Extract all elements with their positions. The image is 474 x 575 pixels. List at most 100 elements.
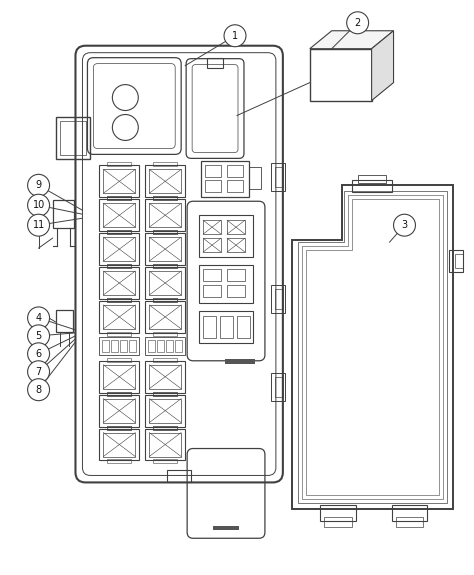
- Bar: [275, 289, 283, 309]
- Bar: [145, 233, 185, 265]
- Bar: [153, 426, 177, 430]
- Bar: [145, 166, 185, 197]
- Circle shape: [112, 85, 138, 110]
- Bar: [227, 220, 245, 234]
- Bar: [199, 215, 253, 257]
- Text: 9: 9: [36, 181, 42, 190]
- Bar: [324, 518, 352, 527]
- Bar: [108, 298, 131, 302]
- Circle shape: [27, 361, 50, 383]
- Bar: [103, 170, 135, 193]
- Text: 1: 1: [232, 30, 238, 41]
- Bar: [100, 200, 139, 231]
- Bar: [153, 332, 177, 336]
- Bar: [153, 162, 177, 166]
- Bar: [149, 237, 181, 261]
- Bar: [145, 394, 185, 427]
- Bar: [149, 432, 181, 457]
- Circle shape: [27, 307, 50, 329]
- Text: 5: 5: [36, 331, 42, 341]
- Bar: [153, 358, 177, 362]
- Bar: [100, 394, 139, 427]
- Bar: [203, 238, 221, 252]
- Circle shape: [224, 25, 246, 47]
- Bar: [103, 398, 135, 423]
- Bar: [108, 426, 131, 430]
- Circle shape: [27, 194, 50, 216]
- Bar: [237, 316, 250, 338]
- Bar: [145, 267, 185, 299]
- Polygon shape: [310, 30, 393, 49]
- Bar: [205, 166, 221, 177]
- Bar: [100, 233, 139, 265]
- Bar: [271, 285, 285, 313]
- Bar: [157, 340, 164, 352]
- Bar: [100, 301, 139, 333]
- Bar: [148, 340, 155, 352]
- Bar: [153, 230, 177, 234]
- Circle shape: [27, 214, 50, 236]
- Bar: [108, 196, 131, 200]
- Bar: [153, 298, 177, 302]
- Bar: [145, 337, 185, 355]
- Bar: [100, 361, 139, 393]
- Bar: [149, 305, 181, 329]
- Bar: [103, 271, 135, 295]
- Bar: [207, 58, 223, 68]
- Bar: [149, 365, 181, 389]
- Bar: [275, 167, 283, 187]
- Bar: [149, 398, 181, 423]
- Text: 8: 8: [36, 385, 42, 394]
- Bar: [352, 181, 392, 192]
- Bar: [249, 167, 261, 189]
- Bar: [275, 377, 283, 397]
- Bar: [201, 162, 249, 197]
- Bar: [449, 250, 463, 272]
- Text: 7: 7: [36, 367, 42, 377]
- Bar: [103, 203, 135, 227]
- Bar: [102, 340, 109, 352]
- Bar: [108, 392, 131, 396]
- Circle shape: [346, 12, 369, 34]
- Bar: [205, 181, 221, 192]
- Bar: [203, 285, 221, 297]
- Bar: [153, 230, 177, 234]
- Bar: [108, 264, 131, 268]
- Bar: [227, 166, 243, 177]
- Bar: [153, 196, 177, 200]
- Bar: [310, 49, 372, 101]
- Bar: [166, 340, 173, 352]
- Bar: [108, 298, 131, 302]
- Bar: [149, 170, 181, 193]
- Bar: [103, 365, 135, 389]
- Bar: [149, 271, 181, 295]
- Bar: [153, 196, 177, 200]
- Bar: [149, 203, 181, 227]
- Bar: [153, 392, 177, 396]
- Bar: [100, 428, 139, 461]
- Bar: [175, 340, 182, 352]
- Circle shape: [27, 343, 50, 365]
- Text: 10: 10: [32, 200, 45, 210]
- Bar: [129, 340, 137, 352]
- Bar: [153, 298, 177, 302]
- Text: 6: 6: [36, 349, 42, 359]
- Bar: [55, 117, 91, 159]
- Bar: [153, 264, 177, 268]
- Bar: [227, 181, 243, 192]
- Bar: [456, 254, 463, 268]
- Bar: [103, 432, 135, 457]
- Bar: [108, 230, 131, 234]
- Bar: [227, 269, 245, 281]
- Bar: [108, 392, 131, 396]
- Text: 3: 3: [401, 220, 408, 230]
- Circle shape: [112, 114, 138, 140]
- Bar: [145, 200, 185, 231]
- Bar: [111, 340, 118, 352]
- Circle shape: [27, 174, 50, 196]
- Bar: [153, 264, 177, 268]
- Bar: [108, 332, 131, 336]
- Bar: [203, 220, 221, 234]
- Bar: [153, 392, 177, 396]
- Bar: [203, 269, 221, 281]
